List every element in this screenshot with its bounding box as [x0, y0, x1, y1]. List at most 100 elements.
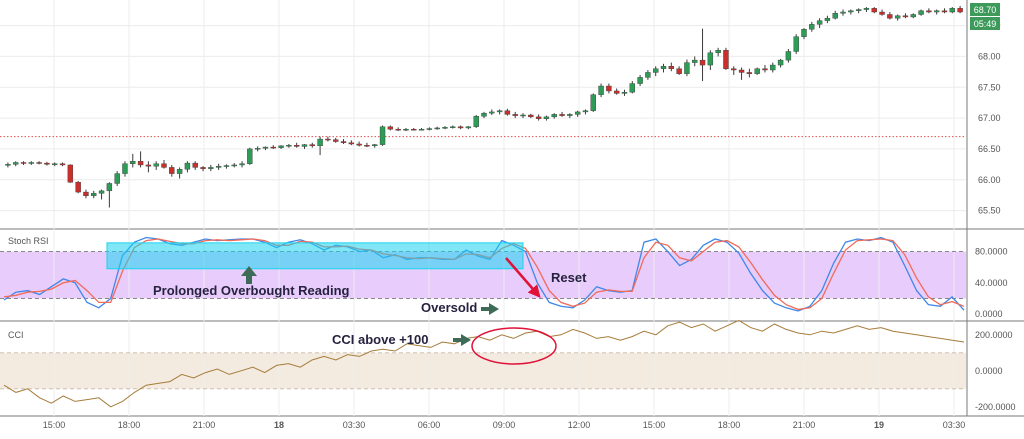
candle-body [801, 29, 807, 37]
candle-body [231, 164, 237, 167]
candle-body [426, 128, 433, 130]
candle-body [200, 167, 206, 169]
candle-body [621, 91, 628, 94]
candle-body [161, 163, 167, 168]
candle-body [169, 167, 175, 174]
reset-label: Reset [551, 270, 587, 285]
candle-body [317, 138, 323, 147]
candle-body [824, 17, 831, 21]
price-tick-label: 65.50 [978, 206, 1001, 216]
stoch-tick-label: 80.0000 [975, 247, 1008, 257]
candle-body [145, 164, 152, 167]
candle-body [223, 165, 230, 167]
candle-body [567, 114, 573, 116]
price-tick-label: 68.00 [978, 51, 1001, 61]
candle-body [239, 163, 245, 166]
countdown-badge-text: 05:49 [974, 19, 997, 29]
right-arrow-icon [453, 334, 471, 346]
candle-body [457, 126, 464, 129]
candle-body [660, 66, 667, 69]
candle-body [933, 10, 940, 13]
candle-body [653, 68, 659, 73]
candle-body [949, 8, 955, 13]
candle-body [574, 111, 581, 115]
candle-body [637, 77, 643, 84]
candle-body [746, 72, 753, 74]
cci-title: CCI [8, 330, 24, 340]
candle-body [481, 112, 487, 117]
candle-body [434, 127, 440, 130]
candle-body [762, 68, 768, 71]
stoch-tick-label: 40.0000 [975, 278, 1008, 288]
candle-body [418, 128, 425, 131]
time-tick-label: 18:00 [718, 420, 741, 430]
candle-body [91, 193, 97, 196]
candle-body [20, 162, 27, 164]
candle-body [496, 110, 503, 113]
candle-body [403, 128, 409, 131]
candle-body [395, 128, 401, 131]
candle-body [910, 14, 916, 18]
candle-body [879, 11, 885, 15]
candle-body [840, 11, 846, 14]
candle-body [67, 164, 74, 183]
candle-body [83, 191, 89, 196]
time-tick-label: 03:30 [343, 420, 366, 430]
candle-body [692, 59, 698, 63]
candle-body [122, 163, 128, 174]
candle-body [340, 141, 347, 143]
candle-body [793, 36, 799, 52]
candle-body [707, 52, 714, 66]
candle-body [184, 162, 191, 170]
price-candles [5, 5, 963, 208]
candle-body [348, 142, 355, 145]
oversold-label: Oversold [421, 300, 477, 315]
cci-tick-label: 0.0000 [975, 366, 1003, 376]
candle-body [684, 62, 690, 74]
candle-body [5, 164, 11, 166]
candle-body [262, 146, 269, 149]
cci-highlight-ellipse [471, 327, 557, 365]
candle-body [387, 126, 394, 130]
candle-body [957, 8, 963, 13]
candle-body [512, 114, 518, 116]
time-tick-label: 21:00 [193, 420, 216, 430]
candle-body [528, 114, 534, 118]
price-tick-label: 67.00 [978, 113, 1001, 123]
candle-body [411, 128, 417, 131]
candle-body [777, 59, 784, 66]
candle-body [379, 126, 386, 145]
candle-body [208, 167, 214, 169]
overbought-highlight-box [106, 242, 524, 270]
candle-body [75, 182, 81, 193]
stoch-tick-label: 0.0000 [975, 309, 1003, 319]
price-tick-label: 66.50 [978, 144, 1001, 154]
cci-series-line [3, 319, 965, 408]
candle-body [855, 9, 862, 11]
candle-body [473, 116, 479, 127]
candle-body [941, 10, 948, 13]
candle-body [590, 94, 596, 111]
candle-body [333, 139, 339, 142]
candle-body [754, 68, 760, 74]
candle-body [863, 8, 870, 10]
candle-body [192, 162, 198, 168]
candle-body [106, 183, 113, 192]
candle-body [254, 148, 261, 150]
up-arrow-icon [241, 266, 257, 284]
time-tick-label: 18 [274, 420, 284, 430]
time-tick-label: 12:00 [568, 420, 591, 430]
candle-body [543, 116, 550, 119]
candle-body [176, 169, 183, 174]
candle-body [785, 51, 792, 61]
candle-body [98, 190, 105, 194]
candle-body [504, 110, 511, 115]
candle-body [731, 68, 737, 71]
candle-body [442, 127, 448, 129]
candle-body [871, 8, 877, 13]
annotation-reset: Reset [505, 257, 587, 298]
time-tick-label: 15:00 [643, 420, 666, 430]
candle-body [723, 50, 729, 69]
stoch-rsi-title: Stoch RSI [8, 236, 49, 246]
